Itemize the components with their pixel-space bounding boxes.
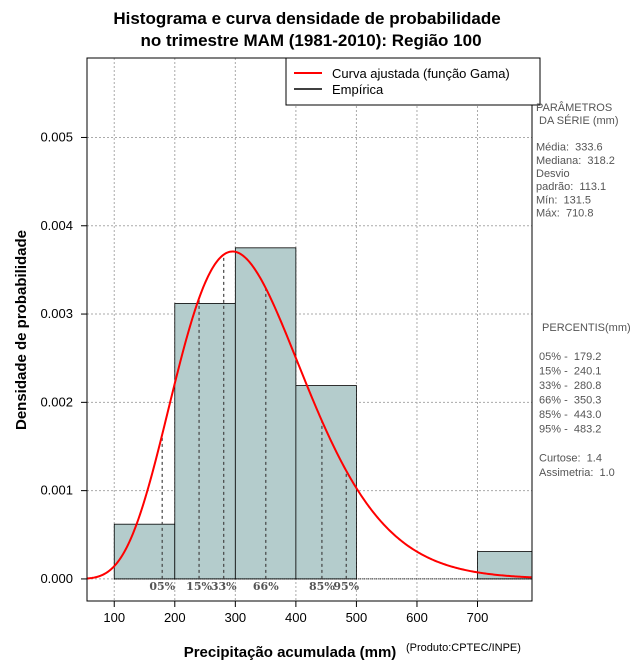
legend-box — [285, 57, 541, 106]
axis-ticks: 100 200 300 400 500 600 700 0.000 0.001 0.002 0.00… — [40, 129, 488, 625]
y-tick-label: 0.002 — [40, 394, 73, 409]
histogram-bar — [174, 303, 236, 580]
y-axis-label: Densidade de probabilidade — [13, 230, 30, 430]
x-tick-label: 300 — [224, 610, 246, 625]
gamma-density-curve — [86, 250, 532, 580]
x-tick-label: 100 — [103, 610, 125, 625]
x-tick-label: 400 — [285, 610, 307, 625]
series-parameter-line: PARÂMETROS — [536, 101, 612, 114]
percentile-label: 33% — [211, 580, 237, 593]
y-tick-label: 0.005 — [40, 129, 73, 144]
series-parameter-line: Mediana: 318.2 — [536, 155, 615, 167]
x-tick-label: 700 — [467, 610, 489, 625]
percentile-label: 66% — [253, 580, 279, 593]
percentile-lines — [161, 254, 347, 579]
histogram-bars — [113, 247, 533, 580]
percentile-label: 95% — [333, 580, 359, 593]
percentile-label: 05% — [149, 580, 175, 593]
x-axis-label: Precipitação acumulada (mm) — [184, 644, 397, 660]
series-parameter-line: Mín: 131.5 — [536, 194, 591, 206]
series-parameter-line: padrão: 113.1 — [536, 181, 606, 193]
y-tick-label: 0.004 — [40, 218, 73, 233]
legend: Curva ajustada (função Gama) Empírica — [285, 57, 541, 106]
series-parameter-line: Média: 333.6 — [536, 142, 603, 154]
percentile-summary-line: 85% - 443.0 — [539, 409, 601, 421]
percentile-label: 15% — [186, 580, 212, 593]
percentile-summary-line: 33% - 280.8 — [539, 380, 601, 392]
histogram-bar — [295, 385, 357, 580]
gamma-curve-layer — [86, 250, 532, 580]
legend-label-curve: Curva ajustada (função Gama) — [332, 66, 510, 81]
x-tick-label: 500 — [346, 610, 368, 625]
percentile-summary-line: 95% - 483.2 — [539, 424, 601, 436]
product-credit: (Produto:CPTEC/INPE) — [406, 642, 521, 654]
percentile-summary-line: Assimetria: 1.0 — [539, 467, 615, 479]
series-parameter-line: Desvio — [536, 168, 570, 180]
y-tick-label: 0.000 — [40, 571, 73, 586]
x-tick-label: 600 — [406, 610, 428, 625]
x-tick-label: 200 — [164, 610, 186, 625]
legend-label-empirical: Empírica — [332, 82, 384, 97]
percentile-label: 85% — [309, 580, 335, 593]
percentile-summary-line: 15% - 240.1 — [539, 366, 601, 378]
percentile-labels: 05% 15%33% 66% 85%95% — [149, 580, 359, 593]
chart-title-line2: no trimestre MAM (1981-2010): Região 100 — [140, 31, 481, 50]
histogram-bar — [113, 523, 176, 580]
y-tick-label: 0.003 — [40, 306, 73, 321]
percentile-summary-line: 05% - 179.2 — [539, 351, 601, 363]
series-parameters-panel: PARÂMETROS DA SÉRIE (mm) Média: 333.6Medi… — [536, 101, 631, 479]
percentile-summary-line: Curtose: 1.4 — [539, 453, 602, 465]
series-parameter-line: Máx: 710.8 — [536, 208, 593, 220]
percentile-summary-line: 66% - 350.3 — [539, 395, 601, 407]
y-tick-label: 0.001 — [40, 483, 73, 498]
chart-title-line1: Histograma e curva densidade de probabil… — [113, 9, 500, 28]
series-parameter-line: DA SÉRIE (mm) — [536, 114, 619, 127]
percentile-summary-line: PERCENTIS(mm) — [539, 322, 631, 334]
